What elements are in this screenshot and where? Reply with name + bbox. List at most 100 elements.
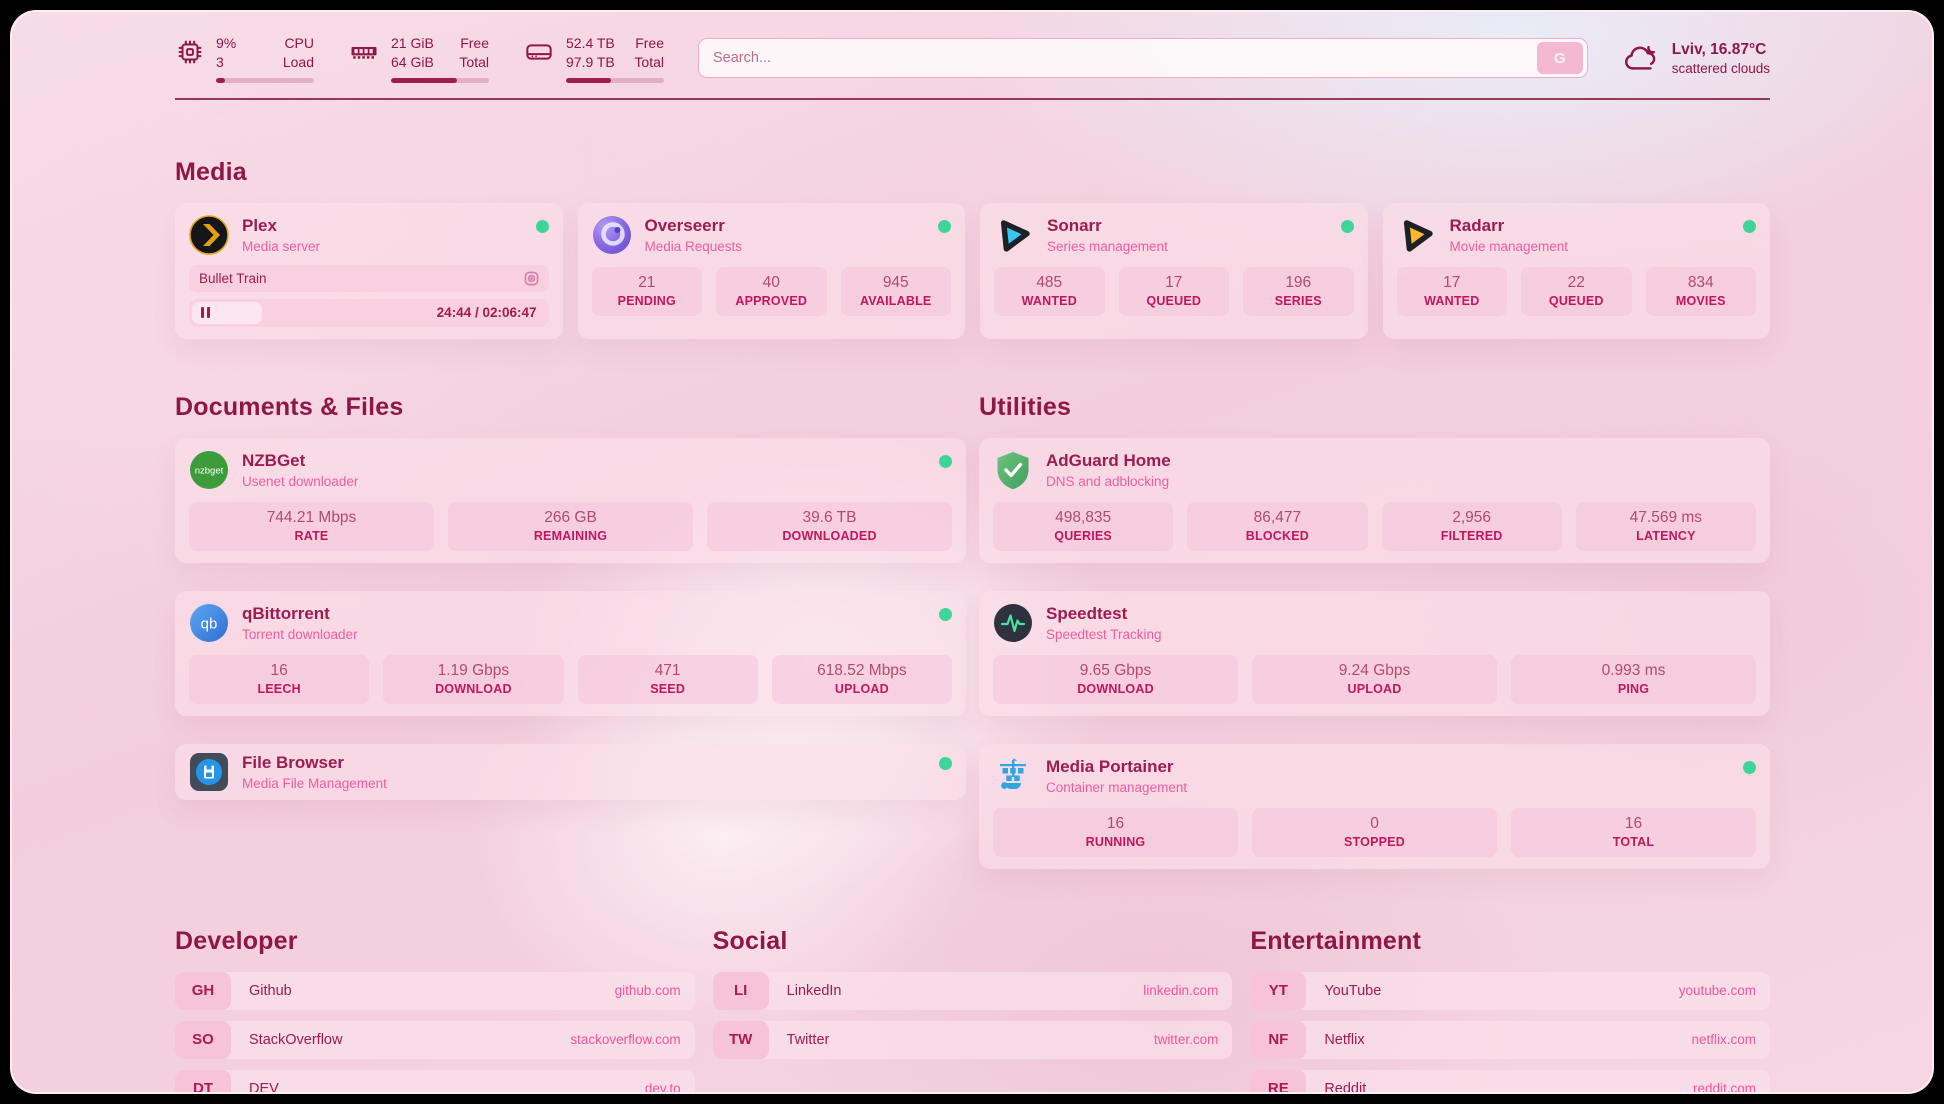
app-subtitle: Series management (1047, 238, 1168, 254)
filebrowser-icon (189, 752, 229, 792)
bookmark-twitter[interactable]: TW Twitter twitter.com (712, 1020, 1233, 1059)
stat-filtered: 2,956 FILTERED (1381, 501, 1562, 551)
bookmark-url: youtube.com (1678, 983, 1756, 999)
bookmark-abbr: SO (175, 1020, 231, 1059)
disk-total-value: 97.9 TB (566, 53, 615, 70)
stat-seed: 471 SEED (577, 654, 758, 704)
section-title-developer: Developer (175, 926, 298, 955)
stat-leech: 16 LEECH (189, 654, 370, 704)
app-name: Speedtest (1046, 603, 1128, 623)
now-playing-time: 24:44 / 02:06:47 (436, 305, 537, 321)
section-title-utilities: Utilities (979, 392, 1072, 421)
bookmark-stackoverflow[interactable]: SO StackOverflow stackoverflow.com (175, 1020, 695, 1059)
bookmark-abbr: TW (712, 1020, 769, 1059)
search-bar[interactable]: G (698, 38, 1588, 79)
section-title-media: Media (175, 157, 247, 186)
top-bar: 9% 3 CPU Load (175, 34, 1770, 83)
plex-icon (189, 214, 229, 255)
bookmark-youtube[interactable]: YT YouTube youtube.com (1250, 971, 1770, 1010)
weather-condition: scattered clouds (1671, 60, 1770, 76)
stat-upload: 618.52 Mbps UPLOAD (771, 654, 952, 704)
app-card-sonarr[interactable]: Sonarr Series management 485 WANTED 17 QUE… (980, 202, 1368, 339)
stat-downloaded: 39.6 TB DOWNLOADED (707, 501, 952, 551)
memory-free-label: Free (460, 35, 489, 51)
search-engine-button[interactable]: G (1536, 42, 1583, 75)
section-title-social: Social (712, 926, 788, 955)
weather-location-temp: Lviv, 16.87°C (1671, 40, 1767, 58)
status-dot (1743, 760, 1756, 774)
cpu-chip-icon (175, 37, 205, 67)
app-card-filebrowser[interactable]: File Browser Media File Management (175, 743, 966, 800)
adguard-icon (993, 450, 1033, 490)
disk-free-label: Free (635, 35, 664, 51)
app-card-portainer[interactable]: Media Portainer Container management 16 R… (979, 743, 1770, 869)
bookmark-name: Github (249, 982, 292, 999)
bookmark-dev[interactable]: DT DEV dev.to (175, 1069, 695, 1094)
app-card-adguard[interactable]: AdGuard Home DNS and adblocking 498,835 Q… (979, 437, 1770, 563)
status-dot (938, 219, 951, 233)
bookmark-abbr: RE (1250, 1069, 1307, 1092)
memory-total-value: 64 GiB (391, 53, 434, 70)
stat-remaining: 266 GB REMAINING (448, 501, 693, 551)
app-subtitle: Movie management (1449, 238, 1569, 254)
app-name: qBittorrent (242, 603, 330, 623)
memory-ram-icon (348, 37, 380, 67)
bookmark-name: Netflix (1324, 1031, 1365, 1048)
app-subtitle: Container management (1046, 779, 1188, 795)
bookmark-abbr: LI (712, 971, 769, 1010)
stat-available: 945 AVAILABLE (840, 266, 951, 316)
section-documents: Documents & Files nzbget NZBGet U (175, 393, 966, 869)
now-playing-title: Bullet Train (199, 270, 267, 286)
app-subtitle: Media File Management (242, 775, 387, 791)
stat-approved: 40 APPROVED (716, 266, 827, 316)
bookmark-linkedin[interactable]: LI LinkedIn linkedin.com (712, 971, 1233, 1010)
now-playing-progress-bar[interactable]: 24:44 / 02:06:47 (189, 298, 549, 327)
cloud-icon (1622, 41, 1660, 75)
stat-queued: 22 QUEUED (1521, 266, 1632, 316)
bookmark-url: github.com (614, 983, 681, 999)
bookmark-url: linkedin.com (1143, 983, 1219, 999)
stat-wanted: 17 WANTED (1396, 266, 1507, 316)
status-dot (939, 756, 952, 770)
bookmark-url: dev.to (644, 1081, 681, 1094)
bookmark-netflix[interactable]: NF Netflix netflix.com (1250, 1020, 1770, 1059)
bookmark-url: stackoverflow.com (570, 1032, 681, 1048)
status-dot (1743, 219, 1756, 233)
app-name: Media Portainer (1046, 756, 1174, 776)
section-title-documents: Documents & Files (175, 392, 404, 421)
search-input[interactable] (713, 50, 1537, 67)
bookmark-reddit[interactable]: RE Reddit reddit.com (1250, 1069, 1770, 1092)
stat-queued: 17 QUEUED (1118, 266, 1229, 316)
memory-widget: 21 GiB 64 GiB Free Total (348, 34, 489, 83)
bookmark-url: netflix.com (1691, 1032, 1756, 1048)
portainer-icon (993, 756, 1033, 796)
app-name: Plex (242, 215, 277, 235)
app-subtitle: Media Requests (644, 238, 743, 254)
weather-widget: Lviv, 16.87°C scattered clouds (1622, 41, 1770, 76)
app-card-speedtest[interactable]: Speedtest Speedtest Tracking 9.65 Gbps DO… (979, 590, 1770, 716)
stat-ping: 0.993 ms PING (1511, 654, 1756, 704)
svg-text:nzbget: nzbget (195, 465, 224, 476)
now-playing-title-row: Bullet Train (189, 264, 549, 292)
memory-total-label: Total (459, 53, 489, 70)
app-subtitle: Torrent downloader (242, 626, 358, 642)
stat-running: 16 RUNNING (993, 807, 1238, 857)
bookmark-name: DEV (249, 1080, 279, 1094)
bookmark-github[interactable]: GH Github github.com (175, 971, 695, 1010)
app-card-radarr[interactable]: Radarr Movie management 17 WANTED 22 QUEUE… (1382, 202, 1770, 339)
app-card-nzbget[interactable]: nzbget NZBGet Usenet downloader 744.21 M… (175, 437, 966, 563)
stat-series: 196 SERIES (1243, 266, 1354, 316)
app-subtitle: Media server (242, 238, 321, 254)
app-card-plex[interactable]: Plex Media server Bullet Train (175, 202, 563, 339)
disk-progress-bar (566, 77, 664, 83)
cpu-widget: 9% 3 CPU Load (175, 34, 314, 83)
memory-progress-bar (391, 77, 489, 83)
app-card-qbittorrent[interactable]: qb qBittorrent Torrent downloader 16 LEEC… (175, 590, 966, 716)
bookmark-name: YouTube (1324, 982, 1382, 999)
app-name: Radarr (1449, 215, 1505, 235)
svg-text:qb: qb (201, 615, 218, 632)
bookmark-abbr: YT (1250, 971, 1307, 1010)
app-card-overseerr[interactable]: Overseerr Media Requests 21 PENDING 40 APP… (577, 202, 965, 339)
header-divider (175, 97, 1770, 100)
app-name: NZBGet (242, 450, 306, 470)
